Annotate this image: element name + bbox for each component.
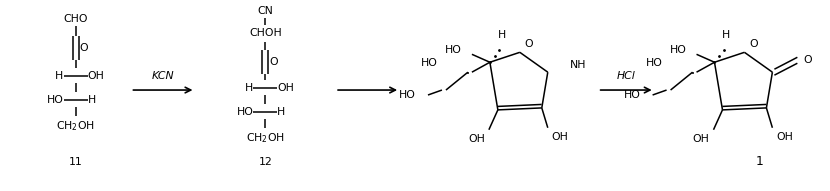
Text: O: O <box>269 57 277 67</box>
Text: H: H <box>56 71 64 81</box>
Text: OH: OH <box>277 83 294 93</box>
Text: OH: OH <box>552 132 569 142</box>
Text: OH: OH <box>692 134 710 144</box>
Text: OH: OH <box>87 71 105 81</box>
Text: NH: NH <box>569 60 586 70</box>
Text: OH: OH <box>776 132 793 142</box>
Text: KCN: KCN <box>152 71 174 81</box>
Text: CHO: CHO <box>63 14 88 23</box>
Text: HO: HO <box>237 107 253 117</box>
Text: 1: 1 <box>755 155 764 168</box>
Text: H: H <box>277 107 286 117</box>
Text: HCl: HCl <box>617 71 636 81</box>
Text: CH$_2$OH: CH$_2$OH <box>246 131 285 145</box>
Text: HO: HO <box>646 58 662 68</box>
Text: H: H <box>245 83 253 93</box>
Text: CN: CN <box>257 6 273 16</box>
Text: OH: OH <box>468 134 485 144</box>
Text: 11: 11 <box>69 156 82 167</box>
Text: HO: HO <box>670 45 686 55</box>
Text: O: O <box>525 39 533 49</box>
Text: 12: 12 <box>258 156 272 167</box>
Text: H: H <box>87 95 95 105</box>
Text: HO: HO <box>445 45 462 55</box>
Text: H: H <box>722 30 730 40</box>
Text: HO: HO <box>399 90 416 100</box>
Text: O: O <box>79 43 88 53</box>
Text: HO: HO <box>46 95 64 105</box>
Text: HO: HO <box>421 58 438 68</box>
Text: CH$_2$OH: CH$_2$OH <box>56 119 95 133</box>
Text: H: H <box>498 30 506 40</box>
Text: O: O <box>803 55 812 65</box>
Text: HO: HO <box>624 90 641 100</box>
Text: O: O <box>749 39 758 49</box>
Text: CHOH: CHOH <box>249 28 281 38</box>
